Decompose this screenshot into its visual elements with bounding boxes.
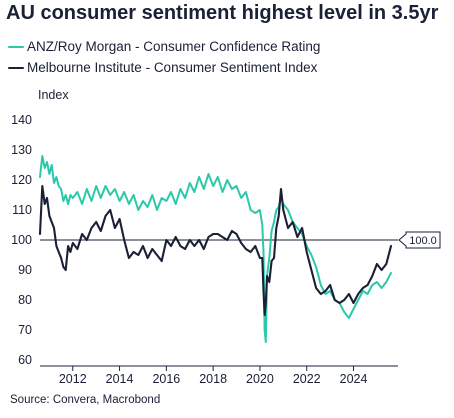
reference-callout-box [398, 231, 441, 249]
x-tick-label-2022: 2022 [293, 372, 321, 386]
legend-label-anz: ANZ/Roy Morgan - Consumer Confidence Rat… [27, 39, 321, 54]
x-tick-label-2018: 2018 [199, 372, 227, 386]
series-line-anz [39, 155, 392, 343]
series-line-melbourne [38, 184, 393, 317]
y-tick-label-130: 130 [11, 143, 32, 157]
x-tick-label-2020: 2020 [246, 372, 274, 386]
y-tick-label-120: 120 [11, 173, 32, 187]
y-tick-label-100: 100 [11, 233, 32, 247]
y-tick-label-90: 90 [18, 263, 32, 277]
legend-swatch-melbourne [8, 66, 24, 69]
x-tick-label-2016: 2016 [152, 372, 180, 386]
legend-swatch-anz [8, 45, 24, 48]
y-axis-label: Index [38, 88, 69, 102]
y-tick-label-60: 60 [18, 353, 32, 367]
y-tick-label-70: 70 [18, 323, 32, 337]
legend-label-melbourne: Melbourne Institute - Consumer Sentiment… [27, 60, 318, 75]
chart-legend: ANZ/Roy Morgan - Consumer Confidence Rat… [8, 36, 320, 78]
y-tick-label-80: 80 [18, 293, 32, 307]
legend-item-melbourne: Melbourne Institute - Consumer Sentiment… [8, 57, 320, 78]
x-tick-label-2012: 2012 [59, 372, 87, 386]
x-tick-label-2024: 2024 [340, 372, 368, 386]
legend-item-anz: ANZ/Roy Morgan - Consumer Confidence Rat… [8, 36, 320, 57]
chart-title: AU consumer sentiment highest level in 3… [6, 2, 439, 24]
source-note: Source: Convera, Macrobond [10, 394, 161, 406]
reference-callout-label: 100.0 [409, 235, 437, 247]
y-tick-label-140: 140 [11, 113, 32, 127]
x-tick-label-2014: 2014 [106, 372, 134, 386]
y-tick-label-110: 110 [12, 203, 32, 217]
